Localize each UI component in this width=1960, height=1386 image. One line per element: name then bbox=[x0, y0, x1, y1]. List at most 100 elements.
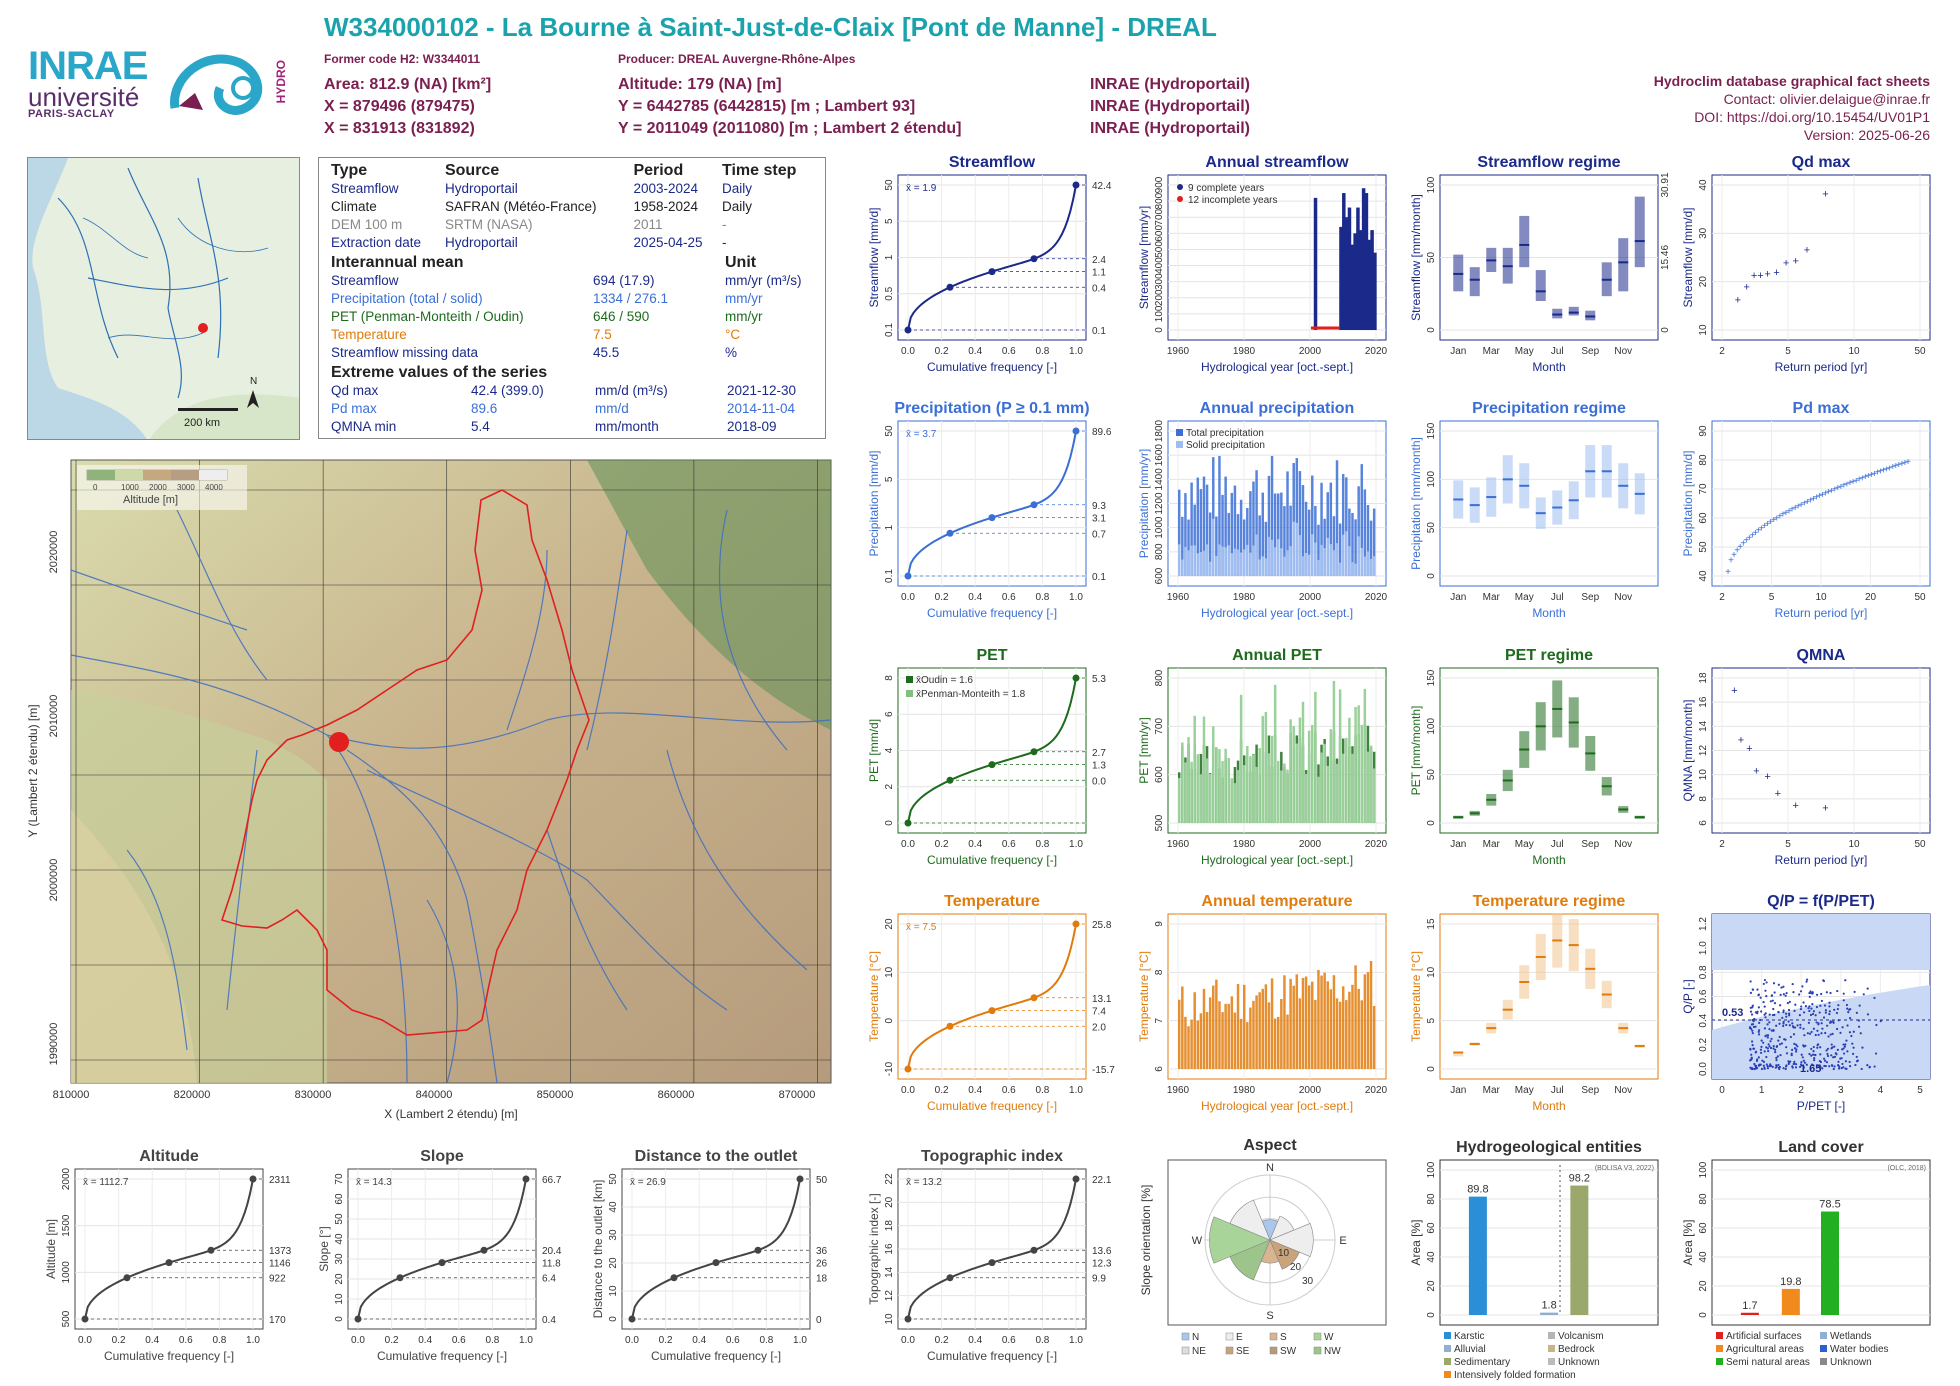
annual_pet-bar2 bbox=[1242, 765, 1246, 823]
mean-row: Temperature 7.5 °C bbox=[329, 326, 815, 344]
annual_pet-bar2 bbox=[1233, 783, 1237, 823]
annual_streamflow-bar bbox=[1313, 197, 1318, 330]
topo-xlabel: Cumulative frequency [-] bbox=[927, 1349, 1057, 1363]
qp-point bbox=[1763, 1050, 1766, 1053]
annual_pet-bar2 bbox=[1304, 773, 1308, 823]
annual_precipitation-ylabel: Precipitation [mm/yr] bbox=[1137, 449, 1151, 558]
annual_precipitation-bar bbox=[1298, 471, 1302, 576]
mean-value: 1334 / 276.1 bbox=[593, 291, 669, 306]
temperature-title: Temperature bbox=[944, 893, 1040, 910]
aspect-legend: SW bbox=[1280, 1346, 1297, 1357]
pet-ytick: 0 bbox=[884, 820, 895, 826]
annual_pet-bar2 bbox=[1301, 701, 1305, 823]
qp-point bbox=[1866, 987, 1869, 990]
pet_regime-title: PET regime bbox=[1505, 647, 1593, 664]
qp-point bbox=[1833, 1008, 1836, 1011]
annual_temperature-ytick: 7 bbox=[1154, 1017, 1165, 1023]
hydrogeo-value: 1.8 bbox=[1541, 1300, 1556, 1312]
annual_precipitation-bar2 bbox=[1320, 544, 1323, 576]
pd_max-xtick: 50 bbox=[1914, 592, 1926, 603]
annual_pet-bar2 bbox=[1264, 712, 1268, 823]
annual_precipitation-bar2 bbox=[1348, 546, 1351, 576]
qp-point bbox=[1829, 1021, 1832, 1024]
qp-point bbox=[1803, 1034, 1806, 1037]
annual_temperature-bar bbox=[1360, 1000, 1364, 1069]
ext-date: 2014-11-04 bbox=[727, 401, 796, 416]
qp-point bbox=[1773, 991, 1776, 994]
qp-point bbox=[1791, 1022, 1794, 1025]
annual_streamflow-bar bbox=[1361, 188, 1366, 330]
annual_streamflow-bar bbox=[1373, 252, 1377, 330]
annual_temperature-bar bbox=[1181, 986, 1184, 1069]
qp-point bbox=[1821, 1027, 1824, 1030]
qp-point bbox=[1777, 1039, 1780, 1042]
qp-ytick: 1.0 bbox=[1698, 941, 1709, 955]
annual_precipitation-bar bbox=[1348, 508, 1351, 576]
annual_precipitation-bar bbox=[1304, 501, 1308, 576]
annual_streamflow-bar bbox=[1364, 193, 1369, 330]
annual_pet-bar2 bbox=[1298, 717, 1302, 823]
landcover-ytick: 20 bbox=[1698, 1280, 1709, 1292]
qp-point bbox=[1817, 1064, 1820, 1067]
qp-point bbox=[1853, 990, 1856, 994]
qp-point bbox=[1793, 1042, 1796, 1045]
mean-row: Streamflow missing data 45.5% bbox=[329, 344, 815, 362]
annual_pet-bar2 bbox=[1187, 737, 1190, 823]
streamflow_regime-box bbox=[1618, 238, 1629, 292]
precipitation-xtick: 0.8 bbox=[1035, 592, 1049, 603]
qp-point bbox=[1771, 1065, 1774, 1068]
annual_pet-bar2 bbox=[1267, 753, 1271, 823]
annual_temperature-bar bbox=[1273, 1018, 1277, 1069]
pd_max-xtick: 20 bbox=[1865, 592, 1877, 603]
qp-point bbox=[1784, 1067, 1787, 1071]
qp-point bbox=[1808, 1052, 1811, 1056]
qp-point bbox=[1785, 992, 1788, 995]
pd-max-point: + bbox=[1820, 490, 1826, 501]
topo-ytick: 22 bbox=[884, 1173, 895, 1185]
annual_precipitation-bar2 bbox=[1208, 561, 1212, 576]
qp-point bbox=[1804, 1044, 1807, 1047]
annual_streamflow-xtick: 2000 bbox=[1299, 346, 1322, 357]
topo-xtick: 0.0 bbox=[901, 1335, 915, 1346]
pd-max-point: + bbox=[1841, 481, 1847, 492]
annual_precipitation-bar2 bbox=[1218, 544, 1221, 576]
qp-point bbox=[1787, 1062, 1790, 1066]
slope-mean: x̄ = 14.3 bbox=[356, 1177, 392, 1188]
annual_pet-bar2 bbox=[1227, 757, 1230, 823]
pd-max-point: + bbox=[1765, 519, 1771, 530]
distance-rlabel: 0 bbox=[816, 1315, 822, 1326]
pd_max-xtick: 2 bbox=[1719, 592, 1725, 603]
annual_pet-ytick: 700 bbox=[1154, 718, 1165, 735]
pd-max-point: + bbox=[1771, 515, 1777, 526]
hydrogeo-ylabel: Area [%] bbox=[1409, 1219, 1423, 1265]
pd-max-point: + bbox=[1807, 495, 1813, 506]
slope-ytick: 10 bbox=[334, 1293, 345, 1305]
qp-ytick: 0.2 bbox=[1698, 1037, 1709, 1051]
annual_pet-ytick: 500 bbox=[1154, 814, 1165, 831]
annual_streamflow-bar bbox=[1344, 217, 1349, 330]
streamflow-rlabel: 1.1 bbox=[1092, 268, 1106, 279]
qp-point bbox=[1779, 1004, 1782, 1007]
annual_pet-bar2 bbox=[1273, 684, 1277, 823]
annual_precipitation-bar2 bbox=[1236, 549, 1240, 576]
streamflow-ytick: 1 bbox=[884, 254, 895, 260]
annual_precipitation-ytick: 1800 bbox=[1154, 419, 1165, 442]
slope-ytick: 30 bbox=[334, 1253, 345, 1265]
precipitation-ytick: 0.1 bbox=[884, 569, 895, 583]
annual_precipitation-bar bbox=[1289, 505, 1292, 576]
annual_precipitation-bar2 bbox=[1351, 562, 1354, 576]
qp-ylabel: Q/P [-] bbox=[1681, 979, 1695, 1013]
pet-xtick: 0.6 bbox=[1002, 839, 1016, 850]
pd-max-point: + bbox=[1737, 542, 1743, 553]
qp-point bbox=[1763, 978, 1767, 982]
qp-point bbox=[1855, 1055, 1858, 1059]
annual_precipitation-chart: Annual precipitation 600 800 10001200140016… bbox=[1137, 400, 1388, 620]
annual_temperature-bar bbox=[1246, 1022, 1249, 1069]
annual_precipitation-bar bbox=[1264, 521, 1268, 576]
precipitation-xtick: 0.4 bbox=[968, 592, 982, 603]
qp-point bbox=[1793, 1009, 1796, 1012]
qp-point bbox=[1831, 1032, 1834, 1035]
annual_temperature-bar bbox=[1224, 1003, 1227, 1069]
qp-point bbox=[1751, 1029, 1754, 1032]
